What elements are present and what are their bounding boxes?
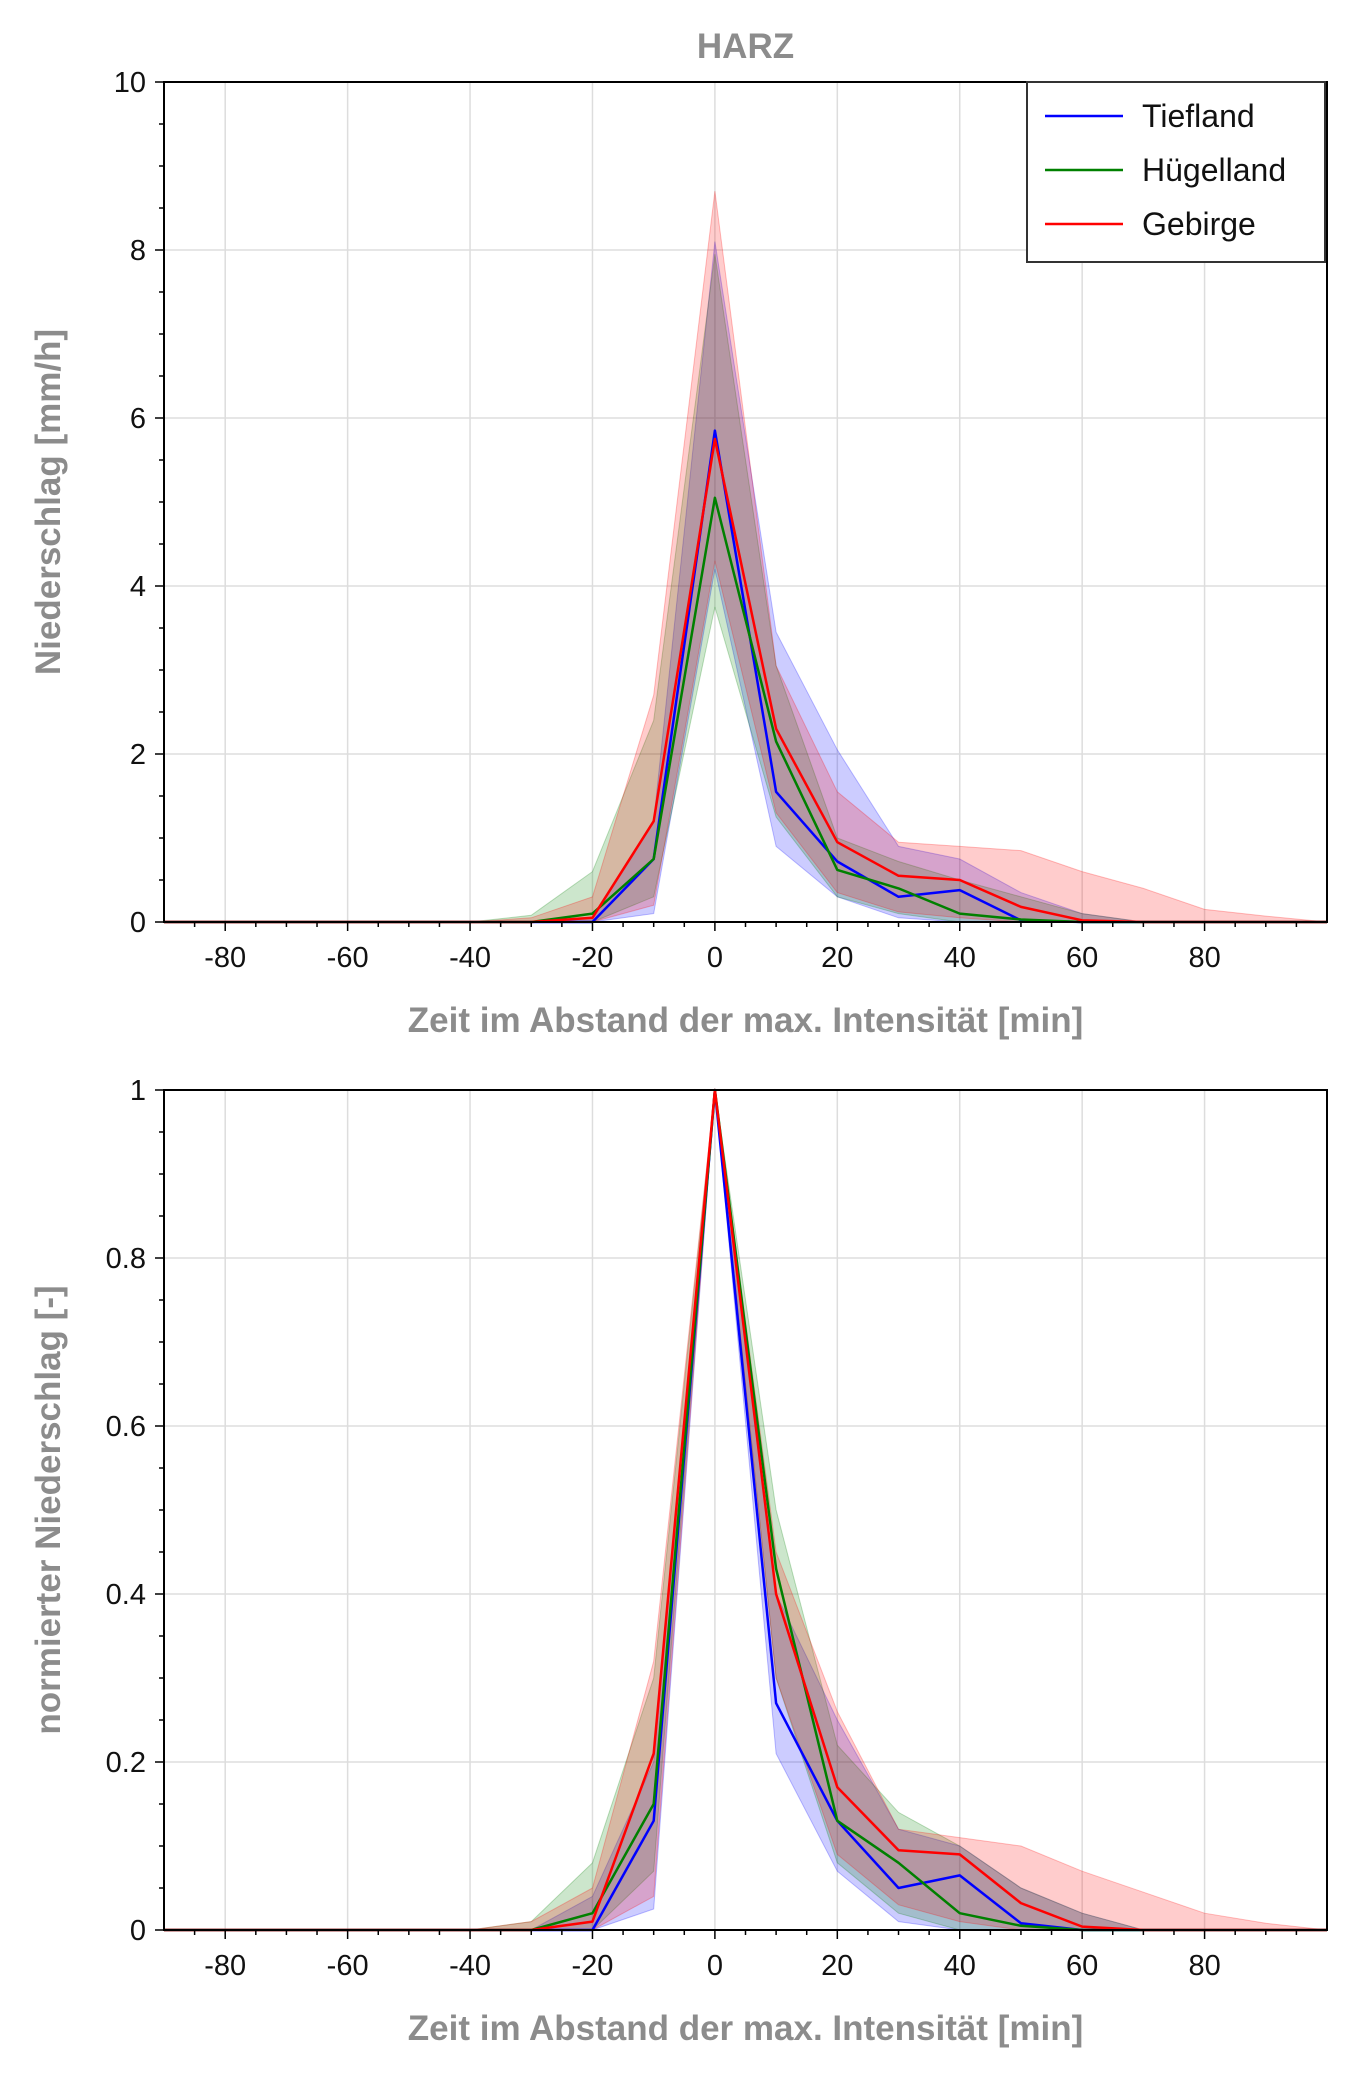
legend-label-hügelland: Hügelland [1142, 152, 1286, 188]
x-tick-label: 60 [1066, 1950, 1098, 1982]
y-tick-label: 4 [130, 571, 146, 603]
legend-box [1026, 81, 1326, 263]
x-tick-label: 40 [944, 942, 976, 974]
y-axis-title: normierter Niederschlag [-] [29, 1285, 68, 1734]
x-tick-label: 80 [1188, 1950, 1220, 1982]
x-tick-label: -80 [204, 942, 246, 974]
series-line-tiefland [164, 1088, 1327, 1932]
x-axis-title: Zeit im Abstand der max. Intensität [min… [408, 1001, 1083, 1040]
chart-panel-top: -80 -60 -40 -20 0 20 40 60 80 0 2 4 6 8 10 Zeit im Abst… [29, 27, 1328, 1040]
x-tick-label: -20 [572, 942, 614, 974]
y-tick-label: 0.8 [106, 1243, 146, 1275]
y-tick-label: 10 [114, 67, 146, 99]
x-tick-label: 0 [707, 1950, 723, 1982]
plot-frame [163, 1089, 1328, 1931]
x-tick-label: 80 [1188, 942, 1220, 974]
y-tick-label: 0 [130, 907, 146, 939]
x-axis-title: Zeit im Abstand der max. Intensität [min… [408, 2009, 1083, 2048]
x-tick-label: -20 [572, 1950, 614, 1982]
y-tick-label: 0.4 [106, 1579, 146, 1611]
legend-label-tiefland: Tiefland [1142, 98, 1255, 134]
band-hügelland [164, 1089, 1327, 1931]
legend-label-gebirge: Gebirge [1142, 206, 1256, 242]
y-tick-label: 0.6 [106, 1411, 146, 1443]
band-gebirge [164, 191, 1328, 923]
y-tick-label: 2 [130, 739, 146, 771]
series-line-hügelland [164, 1088, 1327, 1932]
x-tick-label: -60 [327, 1950, 369, 1982]
chart-panel-bottom: -80 -60 -40 -20 0 20 40 60 80 0 0.2 0.4 0.6 0.8 1 Zeit … [29, 1075, 1328, 2048]
x-tick-label: -40 [449, 1950, 491, 1982]
x-tick-label: 60 [1066, 942, 1098, 974]
chart-title: HARZ [697, 27, 794, 66]
x-tick-label: 0 [707, 942, 723, 974]
band-tiefland [164, 1089, 1327, 1931]
y-tick-label: 0.2 [106, 1747, 146, 1779]
y-tick-label: 8 [130, 235, 146, 267]
x-tick-label: 20 [821, 942, 853, 974]
y-axis-title: Niederschlag [mm/h] [29, 329, 68, 675]
x-tick-label: -80 [204, 1950, 246, 1982]
series-line-gebirge [164, 1088, 1327, 1932]
x-tick-label: 20 [821, 1950, 853, 1982]
y-tick-label: 6 [130, 403, 146, 435]
x-tick-label: 40 [944, 1950, 976, 1982]
y-tick-label: 0 [130, 1915, 146, 1947]
band-gebirge [164, 1089, 1328, 1931]
y-tick-label: 1 [130, 1075, 146, 1107]
x-tick-label: -40 [449, 942, 491, 974]
x-tick-label: -60 [327, 942, 369, 974]
